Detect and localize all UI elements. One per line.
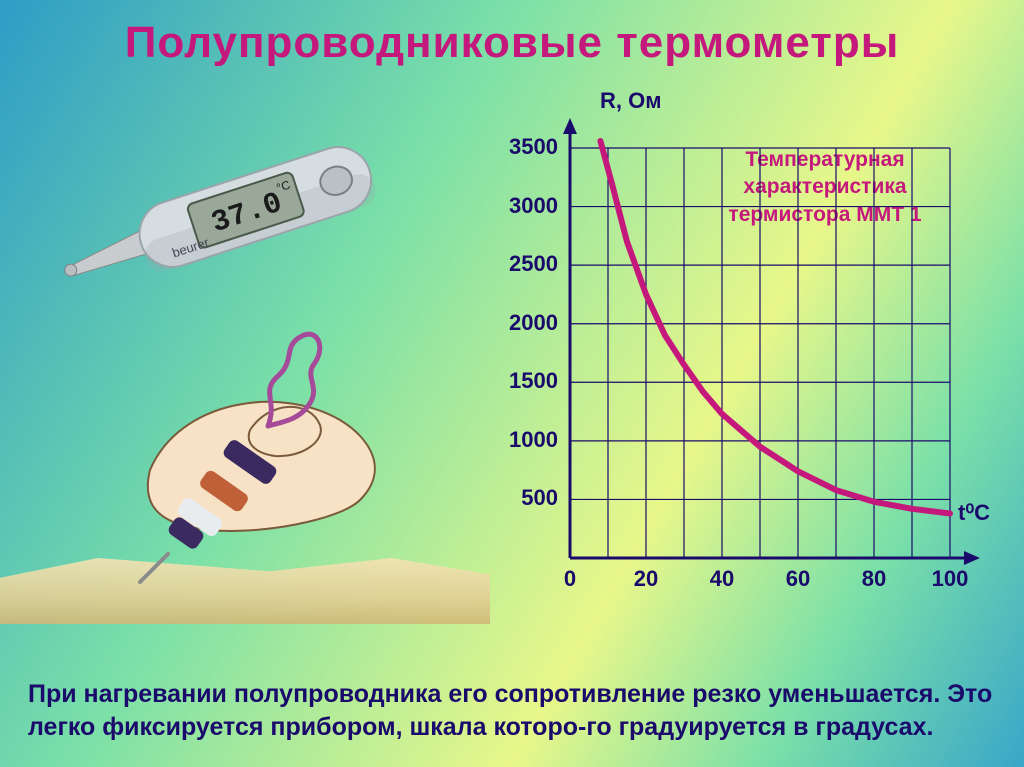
footer-text: При нагревании полупроводника его сопрот…	[28, 678, 996, 746]
x-tick-label: 60	[778, 566, 818, 592]
y-axis-title: R, Ом	[600, 88, 662, 114]
y-tick-label: 3000	[488, 193, 558, 219]
y-tick-label: 500	[488, 485, 558, 511]
x-axis-title: t⁰C	[958, 500, 990, 526]
y-tick-label: 1000	[488, 427, 558, 453]
digital-thermometer: 37.0°Cbeurer	[40, 110, 420, 310]
page-title: Полупроводниковые термометры	[0, 18, 1024, 68]
x-tick-label: 80	[854, 566, 894, 592]
x-tick-label: 20	[626, 566, 666, 592]
x-tick-label: 40	[702, 566, 742, 592]
y-tick-label: 3500	[488, 134, 558, 160]
y-tick-label: 2500	[488, 251, 558, 277]
y-tick-label: 1500	[488, 368, 558, 394]
hand-with-probe	[110, 330, 470, 590]
thermistor-chart	[560, 118, 1020, 588]
x-tick-label: 0	[550, 566, 590, 592]
x-tick-label: 100	[930, 566, 970, 592]
y-tick-label: 2000	[488, 310, 558, 336]
